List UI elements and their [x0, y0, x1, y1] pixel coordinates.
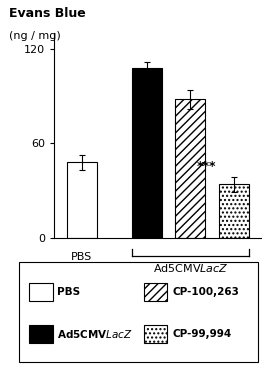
Text: CP-99,994: CP-99,994: [172, 329, 231, 339]
Text: ***: ***: [197, 161, 216, 173]
FancyBboxPatch shape: [144, 325, 168, 343]
FancyBboxPatch shape: [29, 283, 52, 301]
Bar: [67, 162, 97, 238]
Text: Ad5CMV$\it{LacZ}$: Ad5CMV$\it{LacZ}$: [57, 328, 133, 340]
Text: (ng / mg): (ng / mg): [9, 31, 61, 41]
Text: Evans Blue: Evans Blue: [9, 7, 86, 20]
Bar: [219, 184, 249, 238]
Bar: [132, 68, 162, 238]
Text: Ad5CMV$\it{LacZ}$: Ad5CMV$\it{LacZ}$: [153, 262, 228, 273]
Text: PBS: PBS: [71, 252, 92, 262]
Text: CP-100,263: CP-100,263: [172, 287, 239, 297]
Text: PBS: PBS: [57, 287, 81, 297]
FancyBboxPatch shape: [29, 325, 52, 343]
FancyBboxPatch shape: [144, 283, 168, 301]
Bar: [175, 99, 205, 238]
